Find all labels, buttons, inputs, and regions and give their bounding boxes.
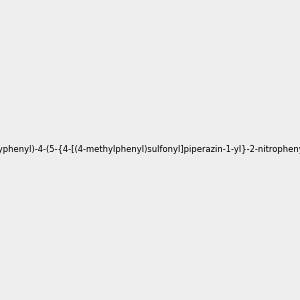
Text: 1-(4-Methoxyphenyl)-4-(5-{4-[(4-methylphenyl)sulfonyl]piperazin-1-yl}-2-nitrophe: 1-(4-Methoxyphenyl)-4-(5-{4-[(4-methylph… [0, 146, 300, 154]
